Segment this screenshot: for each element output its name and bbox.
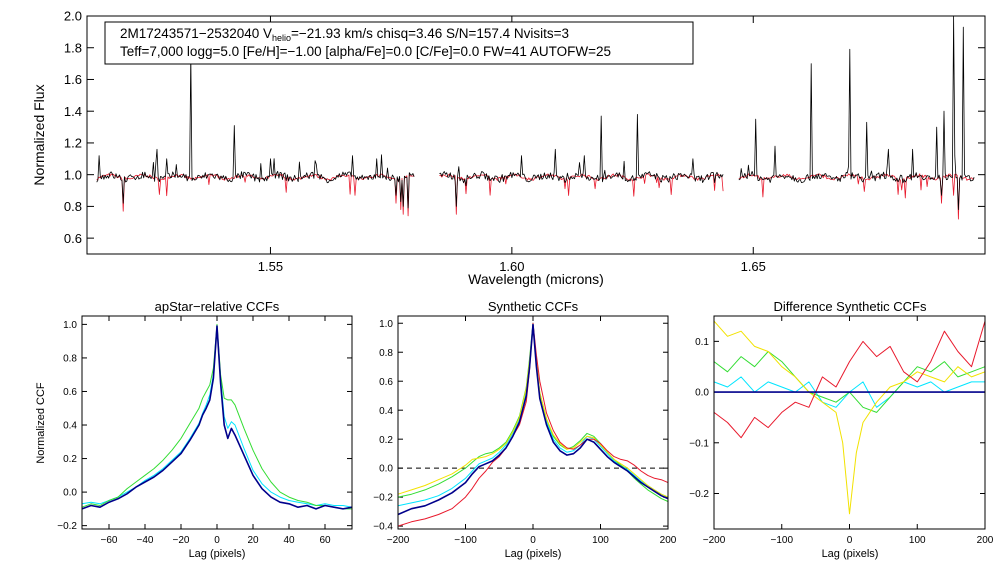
annotation-line-1-subscript: helio: [272, 33, 291, 43]
panel0-x-tick-label: 1.65: [741, 259, 766, 274]
panel3-series-visit4: [713, 320, 986, 439]
panel2-y-tick-label: 1.0: [379, 319, 393, 330]
apstar-ccf-series: [81, 323, 353, 510]
panel0-y-tick-label: 1.2: [64, 136, 82, 151]
synthetic-ccf-panel: Synthetic CCFs −200 −100 0 100 200 −0.4 −0.2 0.…: [373, 299, 677, 560]
difference-ccf-x-axis-label: Lag (pixels): [822, 548, 879, 560]
panel1-x-tick-label: 40: [283, 535, 295, 546]
difference-ccf-panel: Difference Synthetic CCFs −200 −100 0 100 20…: [689, 299, 994, 560]
panel0-x-tick-label: 1.60: [499, 259, 524, 274]
panel0-y-tick-label: 1.8: [64, 40, 82, 55]
synthetic-ccf-title: Synthetic CCFs: [488, 299, 579, 314]
apstar-ccf-title: apStar−relative CCFs: [155, 299, 280, 314]
apstar-ccf-ticks: −60 −40 −20 0 20 40 60 −0.2 0.0 0.2 0.4 0.6 0.8 1.0: [57, 316, 352, 546]
panel0-y-tick-label: 1.0: [64, 167, 82, 182]
panel1-x-tick-label: −40: [137, 535, 154, 546]
annotation-line-2: Teff=7,000 logg=5.0 [Fe/H]=−1.00 [alpha/…: [120, 44, 611, 59]
panel1-y-tick-label: 0.2: [63, 454, 77, 465]
panel1-y-tick-label: 0.4: [63, 421, 77, 432]
panel2-x-tick-label: 0: [530, 535, 536, 546]
panel1-series-combined: [81, 325, 353, 510]
apstar-ccf-panel: apStar−relative CCFs −60 −40 −20 0 20 40 60 −0.…: [35, 299, 353, 560]
panel3-y-tick-label: −0.2: [689, 489, 709, 500]
panel0-x-tick-label: 1.55: [258, 259, 283, 274]
panel2-series-visit4: [397, 322, 669, 527]
panel2-x-tick-label: 200: [660, 535, 677, 546]
spectrum-panel: 1.55 1.60 1.65 0.6 0.8 1.0 1.2 1.4 1.6 1.8 2.0 2M1…: [31, 9, 986, 287]
annotation-line-1: 2M17243571−2532040 Vhelio=−21.93 km/s ch…: [120, 26, 569, 43]
apstar-ccf-frame: [81, 315, 353, 530]
spectrum-frame: [86, 15, 986, 255]
panel2-y-tick-label: 0.0: [379, 464, 393, 475]
panel0-y-tick-label: 1.6: [64, 72, 82, 87]
synthetic-ccf-x-axis-label: Lag (pixels): [505, 548, 562, 560]
panel2-series-visit3: [397, 325, 669, 498]
panel2-y-tick-label: −0.4: [373, 522, 393, 533]
panel3-x-tick-label: −200: [703, 535, 726, 546]
panel2-x-tick-label: 100: [592, 535, 609, 546]
panel3-x-tick-label: 200: [977, 535, 994, 546]
difference-ccf-title: Difference Synthetic CCFs: [774, 299, 927, 314]
panel2-x-tick-label: −100: [454, 535, 477, 546]
spectrum-y-axis-label: Normalized Flux: [31, 84, 47, 185]
synthetic-ccf-frame: [397, 315, 669, 530]
panel2-y-tick-label: −0.2: [373, 493, 393, 504]
panel2-y-tick-label: 0.8: [379, 348, 393, 359]
panel0-y-tick-label: 2.0: [64, 9, 82, 24]
panel3-y-tick-label: −0.1: [689, 438, 709, 449]
difference-ccf-series: [713, 320, 986, 515]
synthetic-ccf-series: [397, 322, 669, 527]
panel0-y-tick-label: 0.6: [64, 231, 82, 246]
panel3-y-tick-label: 0.1: [695, 337, 709, 348]
panel1-y-tick-label: 1.0: [63, 320, 77, 331]
spectrum-ticks: 1.55 1.60 1.65 0.6 0.8 1.0 1.2 1.4 1.6 1.8 2.0: [64, 9, 985, 274]
spectrum-observed-chip-3: [738, 15, 975, 211]
spectrum-observed-chip-1: [96, 53, 415, 209]
panel2-y-tick-label: 0.6: [379, 377, 393, 388]
panel1-x-tick-label: −20: [173, 535, 190, 546]
panel1-series-visit2: [81, 323, 352, 510]
apstar-ccf-x-axis-label: Lag (pixels): [189, 548, 246, 560]
annotation-line-1-prefix: 2M17243571−2532040 V: [120, 26, 272, 41]
panel1-x-tick-label: 20: [247, 535, 259, 546]
panel2-y-tick-label: 0.4: [379, 406, 393, 417]
panel1-y-tick-label: 0.8: [63, 354, 77, 365]
panel0-y-tick-label: 1.4: [64, 104, 82, 119]
panel2-y-tick-label: 0.2: [379, 435, 393, 446]
spectrum-observed-chip-2: [439, 114, 724, 207]
spectrum-series: [96, 15, 975, 220]
annotation-frame: [104, 21, 694, 65]
panel3-series-visit3: [713, 320, 986, 515]
panel2-x-tick-label: −200: [387, 535, 410, 546]
panel1-y-tick-label: 0.6: [63, 387, 77, 398]
difference-ccf-frame: [713, 315, 986, 530]
panel3-y-tick-label: 0.0: [695, 388, 709, 399]
panel3-x-tick-label: 0: [847, 535, 853, 546]
panel3-x-tick-label: 100: [909, 535, 926, 546]
apstar-ccf-y-axis-label: Normalized CCF: [35, 382, 47, 464]
panel1-x-tick-label: 60: [319, 535, 331, 546]
panel0-y-tick-label: 0.8: [64, 199, 82, 214]
panel1-x-tick-label: 0: [214, 535, 220, 546]
panel1-x-tick-label: −60: [101, 535, 118, 546]
panel3-x-tick-label: −100: [770, 535, 793, 546]
panel1-y-tick-label: 0.0: [63, 488, 77, 499]
panel2-series-combined: [397, 323, 669, 516]
spectrum-annotation-box: 2M17243571−2532040 Vhelio=−21.93 km/s ch…: [104, 21, 694, 65]
spectrum-x-axis-label: Wavelength (microns): [468, 271, 604, 287]
annotation-line-1-rest: =−21.93 km/s chisq=3.46 S/N=157.4 Nvisit…: [291, 26, 569, 41]
panel1-y-tick-label: −0.2: [57, 521, 77, 532]
difference-ccf-ticks: −200 −100 0 100 200 −0.2 −0.1 0.0 0.1: [689, 316, 994, 546]
